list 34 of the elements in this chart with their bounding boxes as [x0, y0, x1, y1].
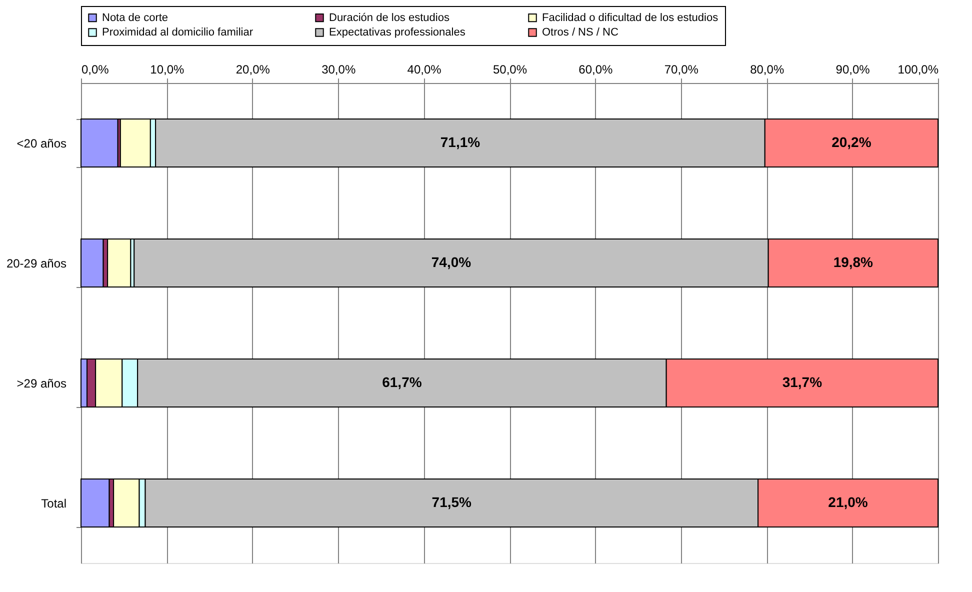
legend-label: Otros / NS / NC	[542, 26, 618, 38]
data-label: 74,0%	[431, 254, 472, 270]
y-tick-label: 20-29 años	[6, 256, 66, 270]
legend-label: Nota de corte	[102, 12, 168, 24]
data-label: 19,8%	[833, 254, 874, 270]
legend-label: Proximidad al domicilio familiar	[102, 26, 254, 38]
x-tick-label: 100,0%	[898, 62, 939, 76]
data-label: 71,1%	[440, 134, 481, 150]
x-tick-label: 10,0%	[150, 62, 185, 76]
data-label: 20,2%	[832, 134, 872, 150]
bar	[80, 238, 104, 288]
x-tick-label: 0,0%	[82, 62, 110, 76]
bar	[80, 478, 110, 528]
data-label: 21,0%	[828, 494, 868, 510]
data-label: 71,5%	[432, 494, 472, 510]
x-tick-label: 50,0%	[492, 62, 528, 76]
data-label: 31,7%	[782, 374, 823, 390]
legend-label: Duración de los estudios	[329, 12, 450, 24]
x-tick-label: 40,0%	[407, 62, 442, 76]
legend-label: Facilidad o dificultad de los estudios	[542, 12, 719, 24]
y-tick-label: >29 años	[16, 376, 66, 390]
x-tick-label: 30,0%	[322, 62, 356, 76]
legend-label: Expectativas professionales	[329, 26, 466, 38]
y-tick-label: Total	[41, 496, 66, 510]
x-tick-label: 60,0%	[578, 62, 614, 76]
x-tick-label: 70,0%	[664, 62, 699, 76]
x-tick-label: 90,0%	[836, 62, 870, 76]
x-tick-label: 80,0%	[750, 62, 784, 76]
bar	[80, 118, 118, 168]
bar	[120, 118, 151, 168]
y-tick-label: <20 años	[16, 136, 66, 150]
x-tick-label: 20,0%	[236, 62, 270, 76]
data-label: 61,7%	[382, 374, 422, 390]
bar	[107, 238, 132, 288]
